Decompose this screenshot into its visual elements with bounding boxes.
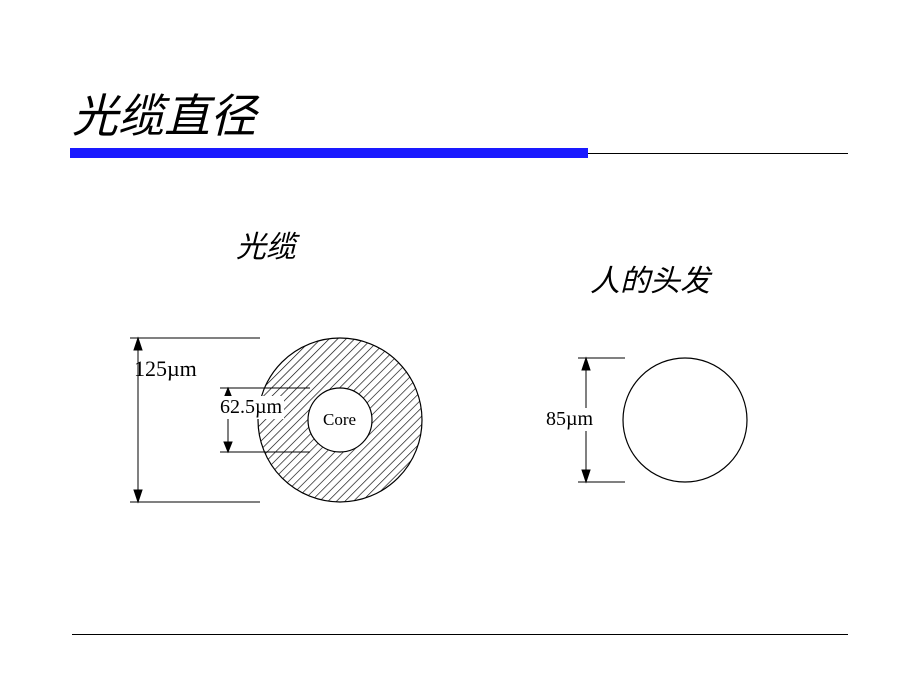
- title-underline-thick: [70, 148, 588, 158]
- page-title: 光缆直径: [72, 80, 256, 146]
- inner-diameter-label: 62.5µm: [218, 396, 284, 419]
- core-label: Core: [323, 410, 356, 430]
- slide: 光缆直径 光缆 人的头发: [0, 0, 920, 690]
- hair-circle: [623, 358, 747, 482]
- outer-diameter-label: 125µm: [134, 356, 197, 382]
- cable-svg: [110, 320, 450, 520]
- title-underline-thin: [588, 153, 848, 154]
- cable-figure: 125µm 62.5µm Core: [110, 320, 450, 520]
- hair-heading: 人的头发: [590, 256, 710, 300]
- hair-diameter-label: 85µm: [544, 408, 595, 431]
- hair-figure: 85µm: [530, 340, 790, 510]
- cable-heading: 光缆: [236, 222, 296, 266]
- footer-rule: [72, 634, 848, 635]
